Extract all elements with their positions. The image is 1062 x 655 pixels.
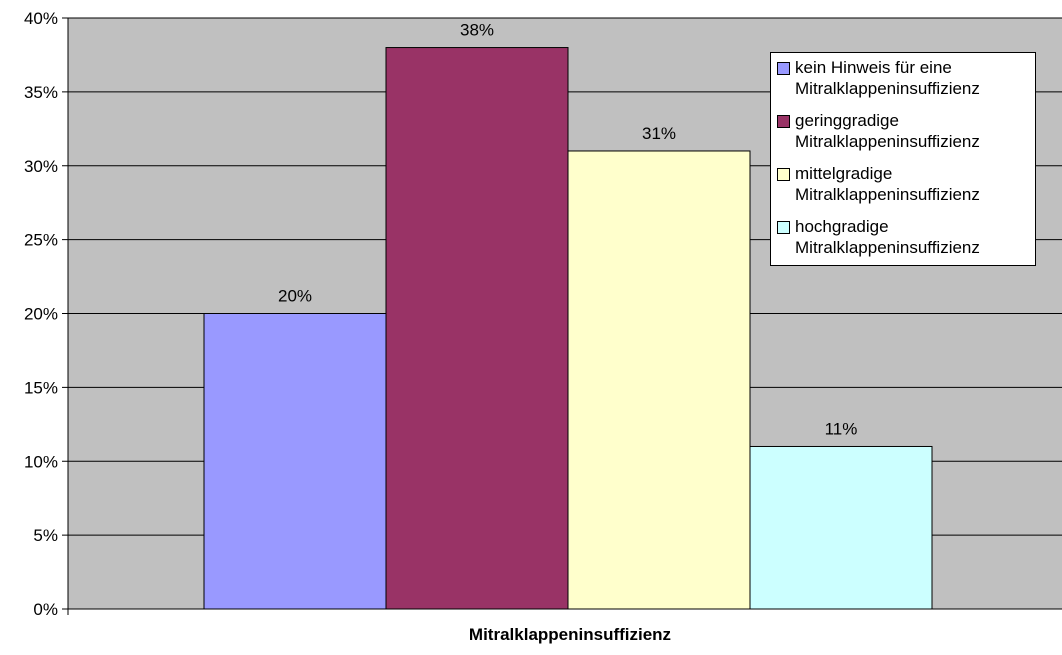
y-tick-label: 20%	[24, 305, 58, 324]
legend-item: kein Hinweis für eine Mitralklappeninsuf…	[777, 57, 1029, 110]
legend-swatch	[777, 115, 790, 128]
bars	[203, 47, 933, 610]
legend-swatch	[777, 168, 790, 181]
data-label: 11%	[825, 419, 858, 438]
legend-label: geringgradige Mitralklappeninsuffizienz	[795, 111, 980, 151]
bar	[567, 150, 751, 610]
y-tick-label: 25%	[24, 231, 58, 250]
bar	[385, 47, 569, 610]
data-labels: 20% 38% 31% 11%	[278, 21, 857, 439]
legend-label: kein Hinweis für eine Mitralklappeninsuf…	[795, 58, 980, 98]
y-tick-label: 15%	[24, 378, 58, 397]
axes: 0% 5% 10% 15% 20% 25% 30% 35% 40%	[24, 9, 1062, 619]
legend-label: mittelgradige Mitralklappeninsuffizienz	[795, 164, 980, 204]
y-tick-label: 5%	[33, 526, 58, 545]
legend-item: hochgradige Mitralklappeninsuffizienz	[777, 216, 1029, 269]
y-tick-label: 0%	[33, 600, 58, 619]
bar	[203, 313, 387, 610]
legend-swatch	[777, 221, 790, 234]
data-label: 38%	[460, 21, 494, 40]
x-axis-title: Mitralklappeninsuffizienz	[469, 625, 671, 644]
legend-swatch	[777, 62, 790, 75]
y-tick-label: 35%	[24, 83, 58, 102]
y-tick-label: 30%	[24, 157, 58, 176]
bar	[749, 445, 933, 610]
y-tick-label: 40%	[24, 9, 58, 28]
legend-item: mittelgradige Mitralklappeninsuffizienz	[777, 163, 1029, 216]
legend-label: hochgradige Mitralklappeninsuffizienz	[795, 217, 980, 257]
legend-item: geringgradige Mitralklappeninsuffizienz	[777, 110, 1029, 163]
y-tick-label: 10%	[24, 452, 58, 471]
data-label: 20%	[278, 287, 312, 306]
data-label: 31%	[642, 124, 676, 143]
legend: kein Hinweis für eine Mitralklappeninsuf…	[770, 52, 1036, 266]
